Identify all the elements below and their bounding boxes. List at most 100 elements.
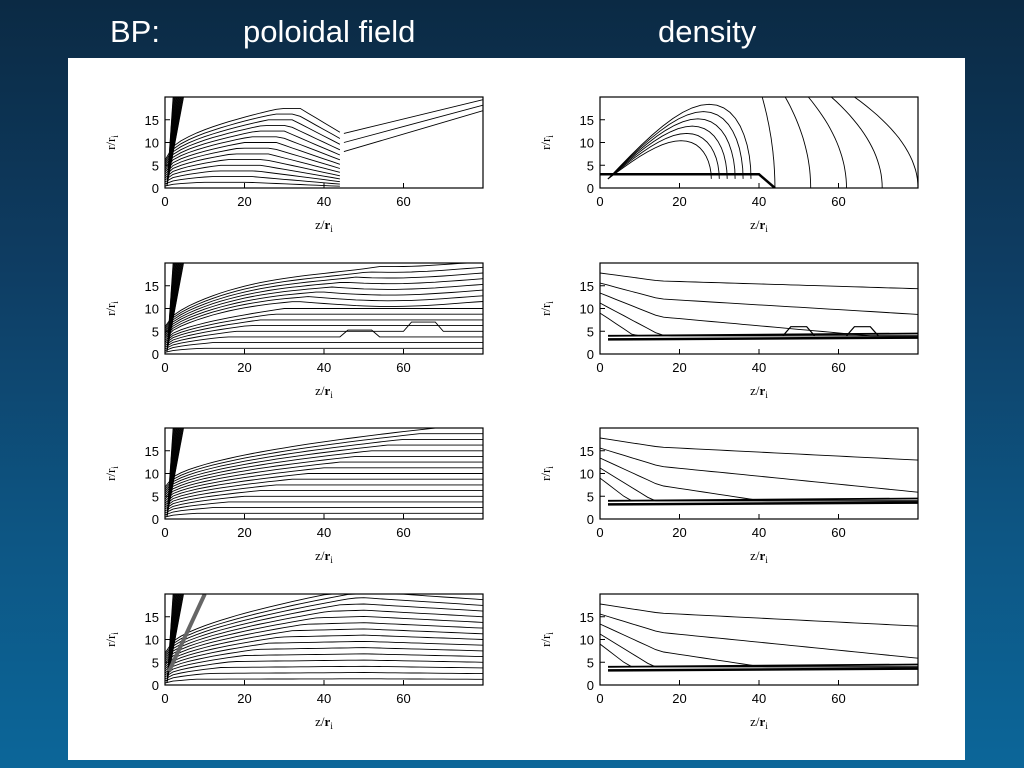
y-tick-label: 0 xyxy=(152,181,159,196)
field-line xyxy=(165,495,483,512)
field-line xyxy=(165,159,340,179)
density-contour xyxy=(600,437,918,461)
y-tick-label: 0 xyxy=(587,678,594,693)
field-line xyxy=(165,272,483,331)
y-tick-label: 0 xyxy=(587,512,594,527)
density-knot xyxy=(846,326,879,337)
x-tick-label: 60 xyxy=(396,691,410,706)
y-axis-label-main: r/ xyxy=(103,639,118,647)
x-axis-label-main: z/ xyxy=(750,383,760,398)
field-line xyxy=(165,325,483,346)
y-tick-label: 0 xyxy=(587,347,594,362)
x-tick-label: 60 xyxy=(396,360,410,375)
density-contour xyxy=(607,125,728,180)
x-axis-label: z/ri xyxy=(315,714,333,731)
x-tick-label: 20 xyxy=(237,194,251,209)
density-jet-edge xyxy=(607,501,918,506)
y-tick-label: 10 xyxy=(145,136,159,151)
density-contour xyxy=(607,132,720,180)
x-axis-label-sub: i xyxy=(765,390,768,400)
x-axis-label-main: z/ xyxy=(750,217,760,232)
x-tick-label: 60 xyxy=(831,691,845,706)
x-tick-label: 20 xyxy=(672,194,686,209)
field-line xyxy=(165,278,483,333)
field-line xyxy=(165,507,483,516)
density-contour xyxy=(600,282,918,315)
field-line xyxy=(165,665,483,680)
density-contour xyxy=(607,140,712,180)
field-line xyxy=(165,438,483,492)
y-axis-label-r: r xyxy=(103,303,118,308)
highlight-stream-line xyxy=(167,594,207,673)
y-axis-label-r: r xyxy=(538,468,553,473)
field-line xyxy=(165,428,483,488)
field-line xyxy=(165,283,483,334)
y-tick-label: 15 xyxy=(145,113,159,128)
y-tick-label: 15 xyxy=(145,279,159,294)
y-tick-label: 10 xyxy=(580,136,594,151)
y-axis-label-sub: i xyxy=(110,466,120,469)
density-contour xyxy=(600,447,918,493)
y-axis-label: r/ri xyxy=(538,632,555,647)
density-shock xyxy=(600,173,776,188)
field-line xyxy=(165,659,483,678)
panel-contours xyxy=(600,97,918,188)
density-contour xyxy=(607,103,752,180)
field-line xyxy=(165,461,483,500)
density-contour xyxy=(600,467,918,502)
x-tick-label: 20 xyxy=(237,525,251,540)
x-tick-label: 20 xyxy=(237,691,251,706)
field-line xyxy=(165,512,483,518)
x-tick-label: 60 xyxy=(831,525,845,540)
y-axis-label: r/ri xyxy=(103,301,120,316)
y-tick-label: 15 xyxy=(580,279,594,294)
figure-panel: 0 20 40 60 0 5 10 15 z/ri r/ri 0 20 40 60 0 5 10 15 z/ri r/… xyxy=(68,58,965,760)
y-axis-label-sub: i xyxy=(545,135,555,138)
title-poloidal-field: poloidal field xyxy=(243,14,416,49)
x-tick-label: 40 xyxy=(317,360,331,375)
y-axis-label-r: r xyxy=(103,468,118,473)
title-bp: BP: xyxy=(110,14,160,49)
y-axis-label: r/ri xyxy=(538,135,555,150)
x-axis-label-r: r xyxy=(325,548,331,563)
field-line xyxy=(165,347,483,353)
x-tick-label: 20 xyxy=(672,691,686,706)
density-contour xyxy=(607,111,744,180)
field-line xyxy=(165,634,483,670)
panel-contours xyxy=(600,603,918,672)
x-axis-label: z/ri xyxy=(315,383,333,400)
y-axis-label-r: r xyxy=(103,634,118,639)
x-axis-label-r: r xyxy=(760,548,766,563)
field-line xyxy=(165,153,341,177)
density-jet-edge xyxy=(607,336,918,341)
y-axis-label-main: r/ xyxy=(538,473,553,481)
density-contour-outer xyxy=(807,97,847,188)
y-tick-label: 15 xyxy=(580,610,594,625)
y-tick-label: 10 xyxy=(145,302,159,317)
field-line xyxy=(165,594,483,656)
field-line xyxy=(165,444,483,494)
field-line xyxy=(165,647,483,674)
field-line xyxy=(165,107,341,161)
x-axis-label-main: z/ xyxy=(315,714,325,729)
y-axis-label: r/ri xyxy=(538,301,555,316)
density-contour xyxy=(600,623,918,668)
field-line xyxy=(165,113,341,163)
field-line xyxy=(165,501,483,514)
field-line xyxy=(165,603,483,660)
x-axis-label-r: r xyxy=(325,383,331,398)
density-contour xyxy=(607,118,736,180)
panel-contours xyxy=(600,437,918,506)
field-line xyxy=(165,329,483,350)
y-tick-label: 5 xyxy=(587,158,594,173)
x-axis-label-r: r xyxy=(325,217,331,232)
y-tick-label: 15 xyxy=(145,610,159,625)
y-tick-label: 10 xyxy=(145,633,159,648)
density-jet-edge xyxy=(607,667,918,672)
field-line xyxy=(165,164,340,181)
y-tick-label: 5 xyxy=(587,489,594,504)
